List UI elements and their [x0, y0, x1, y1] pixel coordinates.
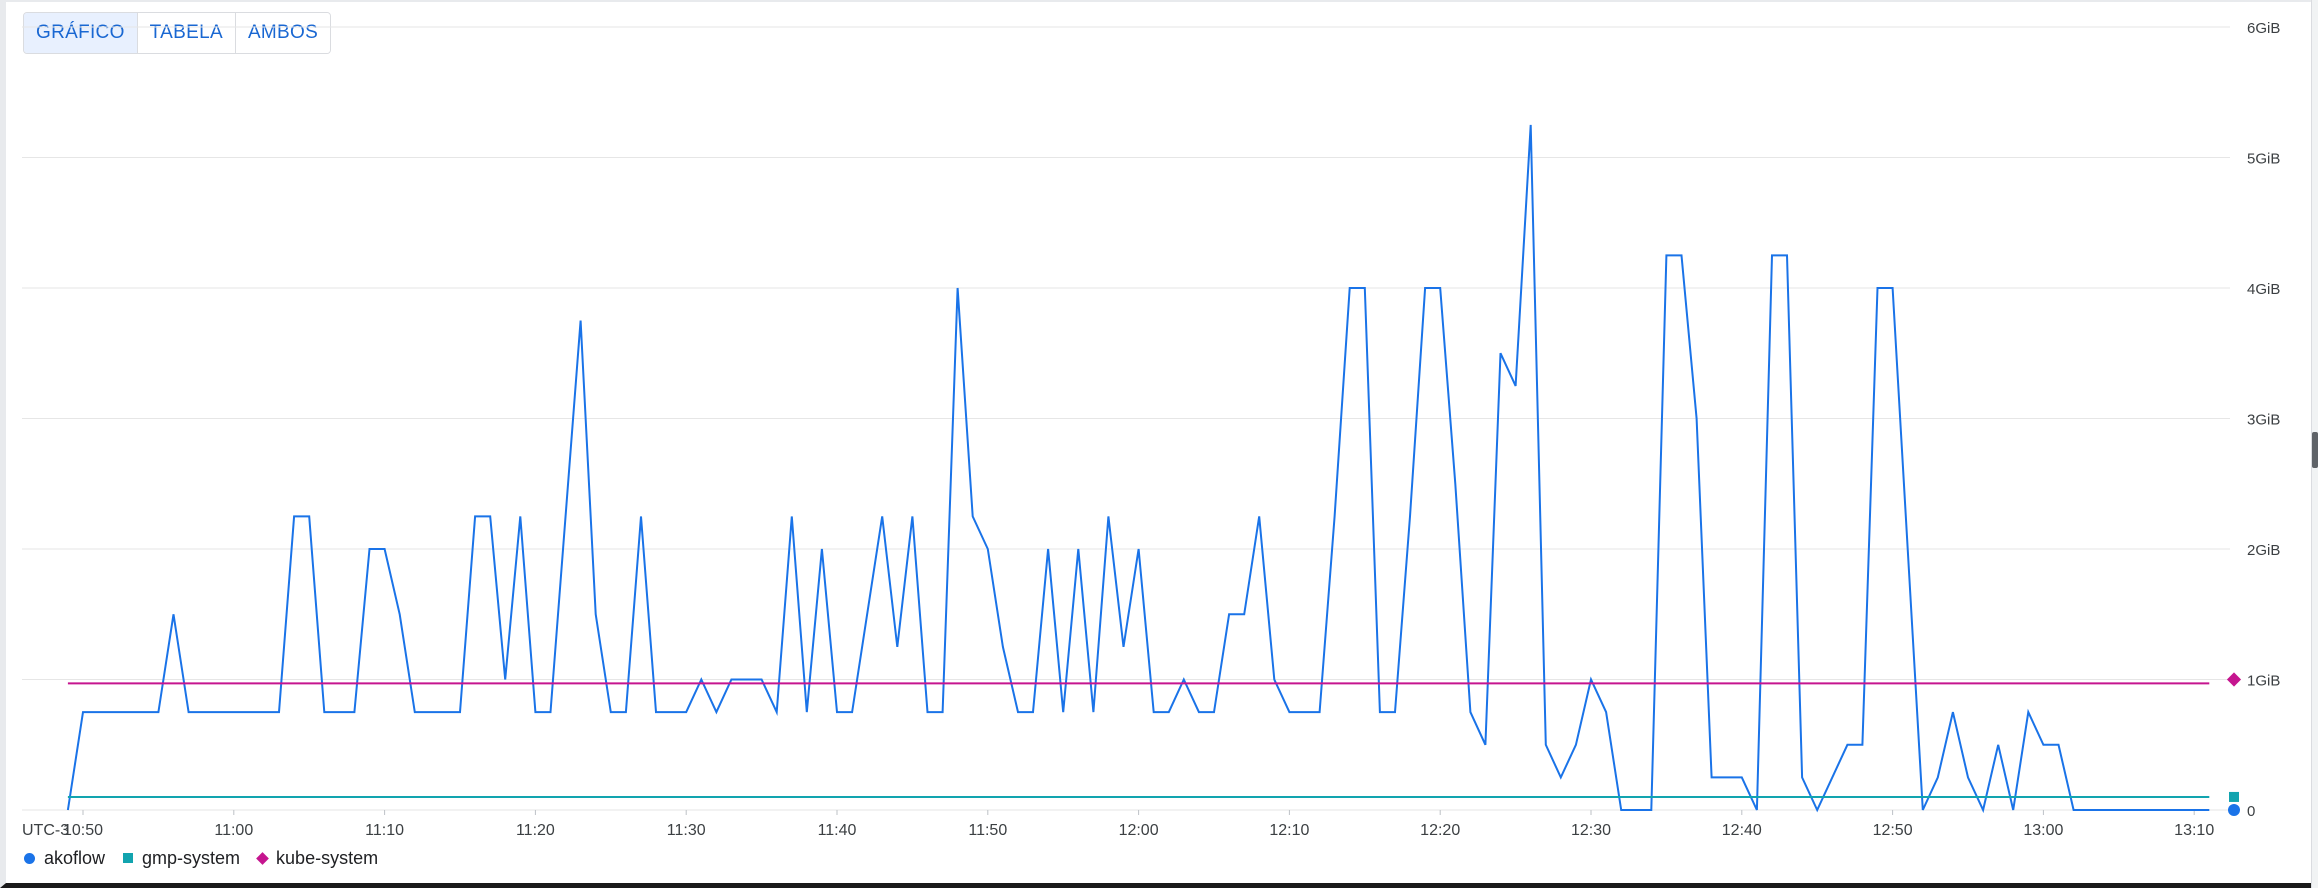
- y-tick-label: 6GiB: [2247, 20, 2280, 37]
- legend-item-gmp-system[interactable]: gmp-system: [123, 848, 240, 869]
- x-axis: UTC-3 10:50 11:00 11:10 11:20 11:30 11:40 11:5…: [22, 810, 2214, 839]
- x-tick-label: 11:50: [968, 822, 1007, 839]
- diamond-icon: [256, 851, 269, 865]
- x-tick-label: 11:00: [214, 822, 253, 839]
- legend-label-akoflow: akoflow: [44, 847, 106, 868]
- x-tick-label: 13:00: [2023, 822, 2063, 839]
- y-tick-label: 3GiB: [2247, 412, 2280, 429]
- scrollbar-thumb[interactable]: [2312, 432, 2318, 468]
- x-tick-label: 13:10: [2174, 822, 2214, 839]
- series-end-markers: [2226, 672, 2242, 816]
- legend-item-kube-system[interactable]: kube-system: [256, 847, 379, 869]
- series-lines: [66, 124, 2210, 814]
- legend-label-gmp-system: gmp-system: [142, 847, 241, 868]
- y-tick-label: 2GiB: [2247, 542, 2280, 559]
- y-tick-label: 1GiB: [2247, 673, 2280, 690]
- legend-label-kube-system: kube-system: [276, 847, 379, 868]
- x-tick-label: 11:10: [365, 822, 404, 839]
- square-icon: [123, 853, 134, 863]
- series-end-marker-kube-system: [2226, 672, 2242, 687]
- y-axis: 0 1GiB 2GiB 3GiB 4GiB 5GiB 6GiB: [2247, 20, 2280, 820]
- x-tick-label: 12:10: [1269, 822, 1309, 839]
- side-panel-edge: [2311, 0, 2318, 888]
- y-tick-label: 0: [2247, 803, 2255, 820]
- x-tick-label: 11:30: [667, 822, 706, 839]
- grid-lines: [22, 26, 2230, 811]
- y-tick-label: 5GiB: [2247, 151, 2280, 168]
- x-tick-label: 10:50: [63, 822, 103, 839]
- series-line-akoflow[interactable]: [66, 124, 2210, 814]
- x-tick-label: 12:50: [1873, 822, 1913, 839]
- x-tick-label: 11:20: [516, 822, 555, 839]
- circle-icon: [24, 852, 35, 864]
- y-tick-label: 4GiB: [2247, 281, 2280, 298]
- timezone-label: UTC-3: [22, 822, 69, 839]
- x-tick-label: 11:40: [818, 822, 857, 839]
- x-tick-label: 12:40: [1722, 822, 1762, 839]
- series-end-marker-gmp-system: [2229, 791, 2239, 802]
- series-end-marker-akoflow: [2228, 804, 2240, 816]
- legend: akoflow gmp-system kube-system: [24, 846, 396, 870]
- x-tick-label: 12:00: [1119, 822, 1159, 839]
- line-chart: 0 1GiB 2GiB 3GiB 4GiB 5GiB 6GiB UTC-3 10:50 11:…: [22, 20, 2280, 839]
- x-tick-label: 12:20: [1420, 822, 1460, 839]
- view-toggle-table-button[interactable]: TABELA: [137, 13, 236, 53]
- x-tick-label: 12:30: [1571, 822, 1611, 839]
- legend-item-akoflow[interactable]: akoflow: [24, 848, 105, 869]
